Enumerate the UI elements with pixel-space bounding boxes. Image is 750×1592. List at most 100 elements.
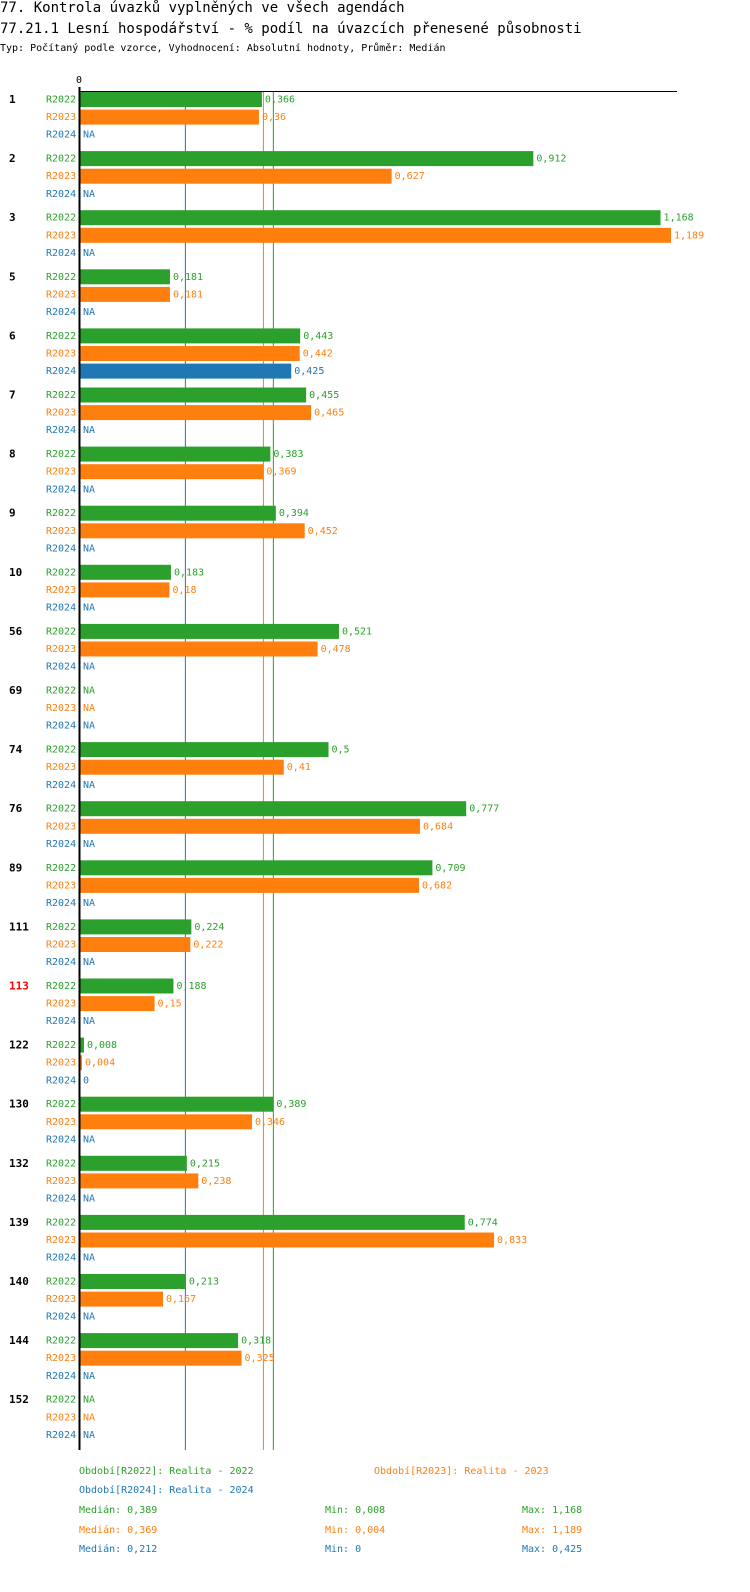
series-label: R2024 (46, 425, 76, 436)
bar (80, 446, 271, 462)
category-label: 152 (9, 1393, 29, 1406)
series-label: R2022 (46, 863, 76, 874)
data-label: 0,183 (174, 567, 204, 578)
data-label: 0,366 (265, 95, 295, 106)
category-label: 1 (9, 93, 16, 106)
data-label: NA (83, 898, 95, 909)
category-label: 132 (9, 1157, 29, 1170)
data-label: NA (83, 1395, 95, 1406)
series-label: R2022 (46, 1040, 76, 1051)
bar (80, 1037, 84, 1053)
data-label: 0,369 (266, 467, 296, 478)
data-label: NA (83, 543, 95, 554)
series-label: R2023 (46, 644, 76, 655)
category-label: 69 (9, 684, 22, 697)
series-label: R2023 (46, 526, 76, 537)
series-label: R2024 (46, 839, 76, 850)
max-r2023: Max: 1,189 (522, 1525, 583, 1536)
data-label: 0,833 (497, 1235, 527, 1246)
bar (80, 860, 433, 876)
bar (80, 1274, 186, 1289)
min-r2023: Min: 0,004 (325, 1525, 386, 1536)
bar (80, 801, 467, 817)
series-label: R2023 (46, 1353, 76, 1364)
data-label: NA (83, 1430, 95, 1441)
series-label: R2022 (46, 626, 76, 637)
bar (80, 269, 170, 285)
series-label: R2024 (46, 484, 76, 495)
legend-r2023: Období[R2023]: Realita - 2023 (374, 1466, 549, 1477)
data-label: 0,346 (255, 1117, 285, 1128)
series-label: R2022 (46, 154, 76, 165)
series-label: R2022 (46, 981, 76, 992)
category-label: 7 (9, 389, 16, 402)
bar (80, 1232, 495, 1248)
series-label: R2024 (46, 1312, 76, 1323)
series-label: R2024 (46, 248, 76, 259)
series-label: R2022 (46, 508, 76, 519)
category-label: 140 (9, 1275, 29, 1288)
series-label: R2022 (46, 686, 76, 697)
data-label: 0,912 (536, 154, 566, 165)
series-label: R2022 (46, 745, 76, 756)
bar (80, 742, 329, 758)
chart-meta: Typ: Počítaný podle vzorce, Vyhodnocení:… (0, 43, 446, 54)
series-label: R2023 (46, 1176, 76, 1187)
bar (80, 1055, 82, 1071)
data-label: 0,215 (190, 1158, 220, 1169)
median-r2022: Medián: 0,389 (79, 1505, 158, 1516)
series-label: R2022 (46, 390, 76, 401)
category-label: 89 (9, 861, 22, 874)
data-label: NA (83, 484, 95, 495)
series-label: R2022 (46, 1395, 76, 1406)
data-label: 0,18 (172, 585, 196, 596)
chart-subtitle: 77.21.1 Lesní hospodářství - % podíl na … (0, 21, 582, 37)
bar (80, 405, 312, 421)
data-label: 0,181 (173, 272, 203, 283)
category-label: 144 (9, 1334, 29, 1347)
data-label: 0 (83, 1075, 89, 1086)
data-label: NA (83, 603, 95, 614)
series-label: R2022 (46, 1277, 76, 1288)
data-label: 0,238 (201, 1176, 231, 1187)
min-r2024: Min: 0 (325, 1544, 362, 1555)
data-label: 0,455 (309, 390, 339, 401)
bar (80, 1173, 199, 1189)
bar (80, 109, 259, 125)
series-label: R2022 (46, 213, 76, 224)
data-label: 0,004 (85, 1058, 115, 1069)
median-r2024: Medián: 0,212 (79, 1544, 158, 1555)
data-label: NA (83, 1016, 95, 1027)
series-label: R2023 (46, 171, 76, 182)
min-r2022: Min: 0,008 (325, 1505, 386, 1516)
bar (80, 227, 671, 243)
data-label: 0,325 (245, 1353, 275, 1364)
series-label: R2024 (46, 1075, 76, 1086)
series-label: R2022 (46, 1336, 76, 1347)
series-label: R2023 (46, 289, 76, 300)
bar (80, 523, 305, 539)
series-label: R2024 (46, 307, 76, 318)
data-label: 0,41 (287, 762, 311, 773)
category-label: 2 (9, 152, 16, 165)
series-label: R2022 (46, 95, 76, 106)
data-label: 0,478 (321, 644, 351, 655)
bar (80, 1096, 274, 1112)
series-label: R2024 (46, 957, 76, 968)
data-label: NA (83, 1253, 95, 1264)
series-label: R2023 (46, 112, 76, 123)
series-label: R2022 (46, 1099, 76, 1110)
category-label: 9 (9, 507, 16, 520)
data-label: 0,318 (241, 1336, 271, 1347)
data-label: 0,167 (166, 1294, 196, 1305)
data-label: NA (83, 686, 95, 697)
bar (80, 92, 262, 107)
data-label: 0,709 (435, 863, 465, 874)
bar (80, 505, 276, 521)
series-label: R2023 (46, 230, 76, 241)
data-label: 0,521 (342, 626, 372, 637)
bar (80, 151, 534, 167)
data-label: NA (83, 307, 95, 318)
max-r2022: Max: 1,168 (522, 1505, 583, 1516)
category-label: 10 (9, 566, 22, 579)
